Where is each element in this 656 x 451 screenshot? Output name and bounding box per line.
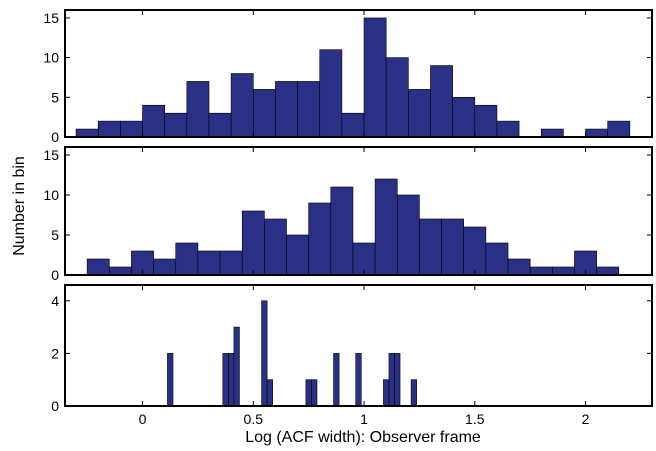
histogram-bar bbox=[167, 353, 174, 407]
histogram-bar bbox=[374, 178, 398, 276]
histogram-bar bbox=[109, 266, 132, 276]
histogram-bar bbox=[355, 353, 362, 407]
histogram-bar bbox=[496, 120, 520, 138]
histogram-bar bbox=[485, 242, 509, 276]
histogram-bar bbox=[463, 226, 487, 276]
histogram-bar bbox=[607, 120, 631, 138]
histogram-bar bbox=[430, 65, 453, 138]
histogram-bar bbox=[341, 112, 365, 138]
histogram-bar bbox=[233, 326, 240, 407]
panel-frame bbox=[64, 9, 653, 138]
histogram-bar bbox=[410, 379, 417, 407]
histogram-bar bbox=[230, 73, 254, 138]
histogram-panel-1: 0 5 10 15 bbox=[43, 9, 653, 145]
histogram-bar bbox=[419, 218, 442, 276]
x-axis-ticks: 0 0.5 1 1.5 2 bbox=[139, 411, 590, 427]
histogram-bar bbox=[540, 128, 564, 138]
histogram-bar bbox=[164, 112, 188, 138]
x-tick-label: 1 bbox=[360, 411, 368, 427]
histogram-bar bbox=[222, 353, 229, 407]
y-tick-label: 5 bbox=[51, 89, 59, 105]
histogram-bar bbox=[474, 104, 498, 138]
y-tick-label: 15 bbox=[43, 147, 59, 163]
histogram-panel-3: 0 2 4 bbox=[51, 284, 653, 414]
histogram-bar bbox=[552, 266, 575, 276]
histogram-bar bbox=[252, 89, 276, 138]
y-tick-label: 10 bbox=[43, 187, 59, 203]
histogram-bar bbox=[86, 258, 110, 276]
histogram-bar bbox=[394, 353, 401, 407]
histogram-bar bbox=[596, 266, 620, 276]
histogram-bar bbox=[266, 379, 273, 407]
histogram-bar bbox=[383, 379, 390, 407]
y-tick-label: 15 bbox=[43, 10, 59, 26]
histogram-bar bbox=[175, 242, 199, 276]
histogram-bar bbox=[305, 379, 312, 407]
histogram-panel-2: 0 5 10 15 bbox=[43, 146, 653, 283]
x-tick-label: 1.5 bbox=[465, 411, 485, 427]
histogram-bar bbox=[311, 379, 318, 407]
y-tick-label: 4 bbox=[51, 293, 59, 309]
histogram-bar bbox=[396, 194, 420, 276]
histogram-bar bbox=[297, 81, 321, 138]
histogram-bar bbox=[452, 97, 476, 138]
histogram-bar bbox=[219, 250, 243, 276]
histogram-bar bbox=[208, 112, 232, 138]
y-tick-label: 0 bbox=[51, 398, 59, 414]
histogram-bar bbox=[142, 104, 165, 138]
histogram-panels: 0 5 10 15 0 5 10 15 0 2 4 bbox=[43, 9, 653, 414]
histogram-bar bbox=[585, 128, 608, 138]
histogram-bar bbox=[363, 17, 387, 138]
histogram-bar bbox=[330, 186, 354, 276]
x-tick-label: 0.5 bbox=[244, 411, 264, 427]
histogram-bar bbox=[275, 81, 298, 138]
x-axis-label: Log (ACF width): Observer frame bbox=[245, 429, 481, 446]
y-tick-label: 5 bbox=[51, 227, 59, 243]
histogram-bar bbox=[529, 266, 553, 276]
histogram-bar bbox=[153, 258, 177, 276]
histogram-bar bbox=[319, 49, 343, 138]
x-tick-label: 2 bbox=[582, 411, 590, 427]
histogram-bar bbox=[308, 202, 332, 276]
histogram-bar bbox=[228, 353, 235, 407]
y-axis-label: Number in bin bbox=[11, 156, 28, 256]
histogram-bar bbox=[333, 353, 340, 407]
panel-frame bbox=[64, 284, 653, 407]
histogram-bar bbox=[388, 353, 395, 407]
y-tick-label: 2 bbox=[51, 345, 59, 361]
histogram-bar bbox=[120, 120, 143, 138]
histogram-bar bbox=[75, 128, 99, 138]
histogram-bar bbox=[97, 120, 121, 138]
histogram-bar bbox=[264, 218, 287, 276]
histogram-bar bbox=[441, 218, 465, 276]
panel-frame bbox=[64, 146, 653, 276]
y-tick-label: 0 bbox=[51, 129, 59, 145]
y-tick-label: 10 bbox=[43, 50, 59, 66]
histogram-bar bbox=[408, 89, 431, 138]
x-tick-label: 0 bbox=[139, 411, 147, 427]
y-tick-label: 0 bbox=[51, 267, 59, 283]
histogram-bar bbox=[197, 250, 221, 276]
histogram-bar bbox=[241, 210, 265, 276]
histogram-bar bbox=[286, 234, 309, 276]
histogram-bar bbox=[186, 81, 210, 138]
histogram-bar bbox=[385, 57, 409, 138]
histogram-bar bbox=[507, 258, 531, 276]
histogram-bar bbox=[261, 300, 268, 407]
